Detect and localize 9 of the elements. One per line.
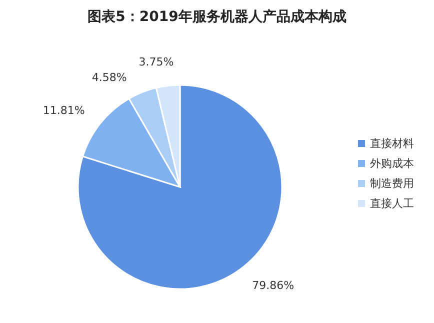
data-label: 3.75% xyxy=(138,55,174,68)
legend-label: 制造费用 xyxy=(370,176,414,192)
chart-title: 图表5：2019年服务机器人产品成本构成 xyxy=(86,8,348,26)
data-label: 4.58% xyxy=(92,71,127,84)
legend-label: 直接人工 xyxy=(370,196,414,212)
legend-label: 直接材料 xyxy=(370,136,414,152)
data-label: 11.81% xyxy=(42,104,85,118)
legend-label: 外购成本 xyxy=(370,156,414,172)
data-label: 79.86% xyxy=(252,278,294,292)
